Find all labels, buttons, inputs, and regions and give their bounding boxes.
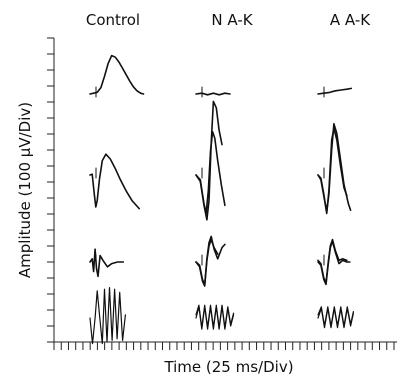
trace-a-a-k-row4-2 — [317, 306, 354, 327]
trace-n-a-k-row3-2 — [195, 238, 219, 287]
trace-control-row4-1 — [89, 287, 127, 345]
column-label-control: Control — [86, 11, 140, 29]
trace-a-a-k-row1-1 — [317, 87, 353, 95]
trace-n-a-k-row1-1 — [195, 92, 231, 96]
trace-control-row1-1 — [89, 54, 145, 95]
y-axis-ticks — [47, 37, 54, 343]
column-labels: Control N A-K A A-K — [86, 11, 371, 29]
trace-n-a-k-row4-2 — [195, 304, 235, 329]
x-axis — [53, 341, 397, 350]
column-label-a-a-k: A A-K — [330, 11, 371, 29]
y-axis — [47, 37, 55, 343]
y-axis-label: Amplitude (100 µV/Div) — [16, 102, 34, 278]
x-axis-label: Time (25 ms/Div) — [163, 358, 293, 376]
erg-traces — [89, 54, 354, 345]
trace-a-a-k-row3-2 — [317, 238, 348, 284]
trace-a-a-k-row2-2 — [317, 123, 352, 213]
column-label-n-a-k: N A-K — [211, 11, 253, 29]
x-axis-ticks — [53, 342, 395, 350]
trace-n-a-k-row2-2 — [195, 100, 223, 221]
trace-control-row2-1 — [89, 153, 140, 210]
trace-control-row3-1 — [89, 248, 125, 278]
